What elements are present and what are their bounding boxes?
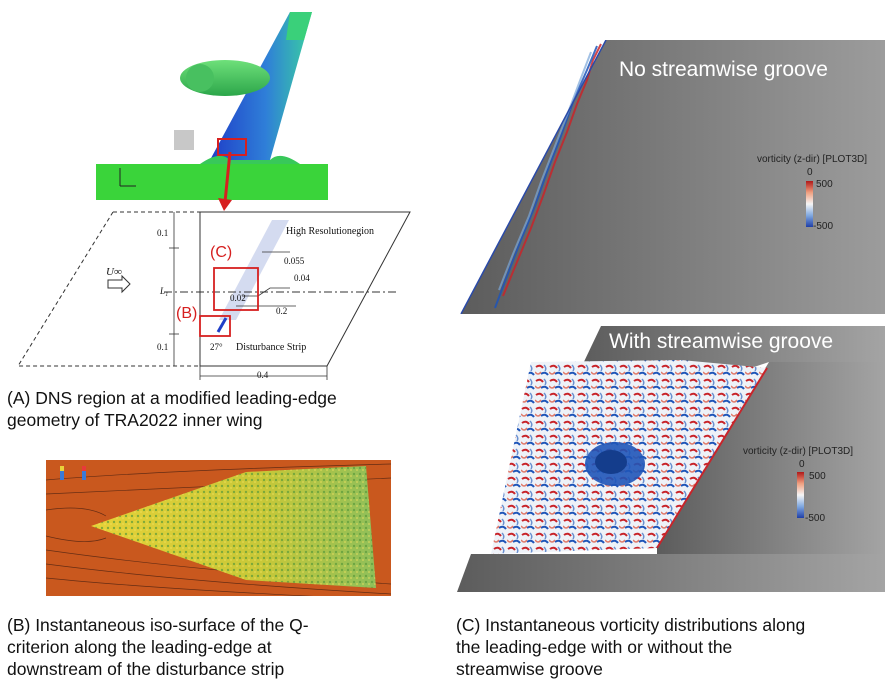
legend-zero-top: 0 bbox=[807, 167, 813, 178]
caption-b-line3: downstream of the disturbance strip bbox=[7, 659, 285, 679]
angle-label: 27° bbox=[210, 342, 223, 352]
wing-render bbox=[90, 0, 330, 210]
zoom-arrow bbox=[218, 151, 232, 211]
legend-zero-bottom: 0 bbox=[799, 459, 805, 470]
disturbance-label: Disturbance Strip bbox=[236, 342, 307, 353]
caption-c-line2: the leading-edge with or without the bbox=[456, 637, 733, 657]
caption-c-line3: streamwise groove bbox=[456, 659, 603, 679]
legend-max-bottom: 500 bbox=[809, 471, 826, 482]
caption-a: (A) DNS region at a modified leading-edg… bbox=[7, 387, 337, 431]
q-criterion-image bbox=[46, 460, 391, 596]
label-c: (C) bbox=[210, 244, 233, 261]
vorticity-panel-top: No streamwise groove vorticity (z-dir) [… bbox=[451, 40, 885, 314]
vorticity-panel-bottom: With streamwise groove vorticity (z-dir)… bbox=[451, 322, 885, 592]
caption-c: (C) Instantaneous vorticity distribution… bbox=[456, 614, 805, 680]
bottom-panel-title: With streamwise groove bbox=[609, 330, 834, 353]
caption-a-line2: geometry of TRA2022 inner wing bbox=[7, 410, 263, 430]
dim-04: 0.4 bbox=[257, 370, 269, 380]
caption-b-line2: criterion along the leading-edge at bbox=[7, 637, 272, 657]
colorbar-top bbox=[806, 181, 813, 227]
dns-schematic bbox=[14, 208, 419, 384]
dim-01-bottom: 0.1 bbox=[157, 342, 169, 352]
high-res-label: High Resolutionegion bbox=[286, 226, 375, 237]
colorbar-bottom bbox=[797, 472, 804, 518]
caption-a-line1: (A) DNS region at a modified leading-edg… bbox=[7, 388, 337, 408]
label-b: (B) bbox=[176, 305, 198, 322]
legend-max-top: 500 bbox=[816, 179, 833, 190]
caption-b-line1: (B) Instantaneous iso-surface of the Q- bbox=[7, 615, 309, 635]
dim-0055: 0.055 bbox=[284, 256, 305, 266]
caption-b: (B) Instantaneous iso-surface of the Q- … bbox=[7, 614, 309, 680]
dim-004: 0.04 bbox=[294, 273, 310, 283]
u-inf-label: U∞ bbox=[106, 266, 122, 278]
caption-c-line1: (C) Instantaneous vorticity distribution… bbox=[456, 615, 806, 635]
dim-01-top: 0.1 bbox=[157, 228, 169, 238]
top-panel-title: No streamwise groove bbox=[619, 58, 828, 81]
legend-min-bottom: -500 bbox=[805, 513, 826, 524]
dim-02: 0.2 bbox=[276, 306, 288, 316]
legend-title-bottom: vorticity (z-dir) [PLOT3D] bbox=[743, 446, 854, 457]
legend-min-top: -500 bbox=[813, 221, 834, 232]
dim-002: 0.02 bbox=[230, 293, 246, 303]
legend-title-top: vorticity (z-dir) [PLOT3D] bbox=[757, 154, 868, 165]
l1-label: L₁ bbox=[160, 286, 169, 296]
zoom-box bbox=[217, 138, 247, 156]
